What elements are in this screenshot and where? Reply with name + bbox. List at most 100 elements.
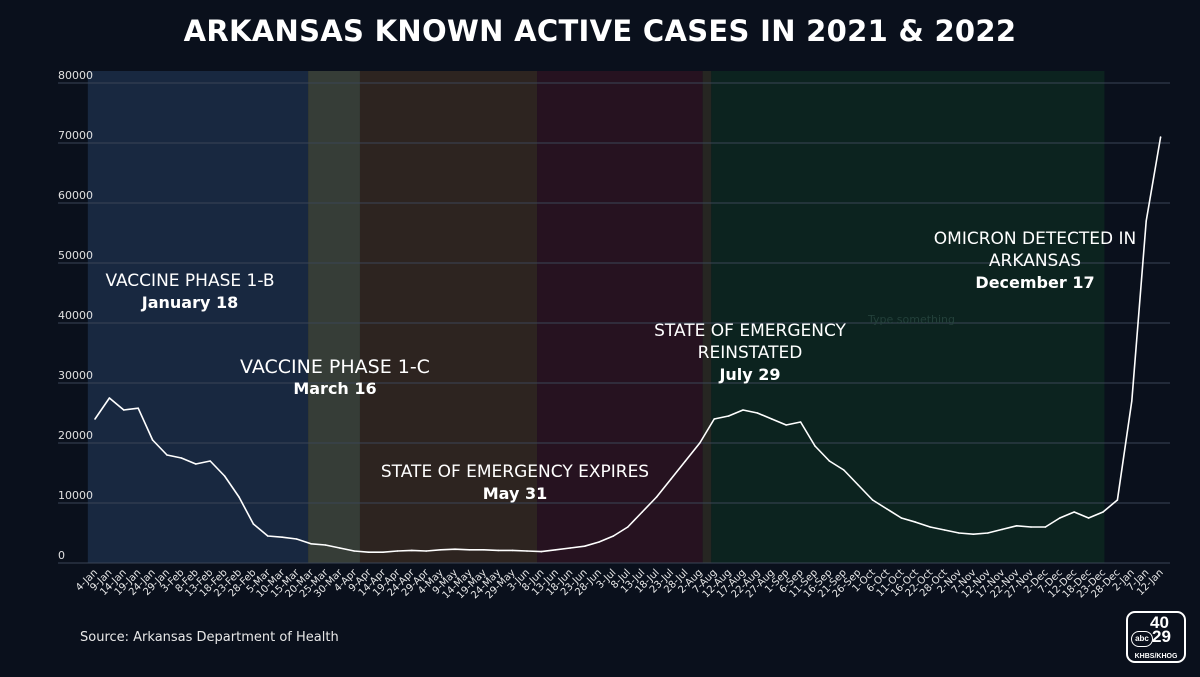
data-point <box>540 550 543 553</box>
data-point <box>1102 511 1104 513</box>
data-point <box>612 535 615 537</box>
y-tick-label: 20000 <box>58 429 93 442</box>
data-point <box>929 526 931 528</box>
annotation-omicron: OMICRON DETECTED IN ARKANSAS December 17 <box>925 228 1145 294</box>
data-point <box>526 550 528 552</box>
text-placeholder[interactable]: Type something <box>868 313 956 326</box>
data-point <box>1044 526 1047 528</box>
data-point <box>886 508 888 510</box>
annotation-text: VACCINE PHASE 1-B <box>105 271 275 291</box>
data-point <box>339 547 341 549</box>
y-tick-label: 50000 <box>58 249 93 262</box>
data-point <box>857 484 859 486</box>
data-point <box>555 549 557 551</box>
data-point <box>1001 528 1003 531</box>
data-point <box>742 409 744 411</box>
logo-number-bottom: 29 <box>1152 627 1171 646</box>
data-point <box>1059 517 1061 519</box>
data-point <box>972 533 975 535</box>
data-point <box>454 548 456 550</box>
annotation-emergency-expires: STATE OF EMERGENCY EXPIRES May 31 <box>365 461 665 505</box>
data-point <box>180 457 183 459</box>
data-point <box>814 445 816 447</box>
data-point <box>843 469 845 471</box>
station-logo: 40 29 abc KHBS/KHOG <box>1126 611 1186 663</box>
data-point <box>310 543 312 545</box>
data-point <box>915 521 917 523</box>
data-point <box>871 499 874 501</box>
period-band <box>359 71 538 563</box>
data-point <box>238 496 240 498</box>
data-point <box>382 551 384 553</box>
logo-abc: abc <box>1131 631 1153 647</box>
y-tick-label: 70000 <box>58 129 93 142</box>
y-tick-label: 10000 <box>58 489 93 502</box>
logo-number-top: 40 <box>1150 613 1169 632</box>
data-point <box>411 549 413 552</box>
annotation-text: OMICRON DETECTED IN ARKANSAS <box>933 229 1137 271</box>
annotation-date: May 31 <box>482 484 548 503</box>
data-point <box>627 526 629 528</box>
annotation-date: July 29 <box>719 365 781 384</box>
data-point <box>598 541 600 543</box>
data-point <box>727 415 730 417</box>
source-note: Source: Arkansas Department of Health <box>80 630 339 645</box>
data-point <box>483 549 485 551</box>
period-band <box>702 71 712 563</box>
data-point <box>799 421 802 423</box>
data-point <box>353 550 356 552</box>
data-point <box>151 439 154 441</box>
annotation-vaccine-1b: VACCINE PHASE 1-B January 18 <box>70 270 310 314</box>
data-point <box>295 538 298 540</box>
period-band <box>87 71 309 563</box>
data-point <box>655 496 658 498</box>
y-tick-label: 60000 <box>58 189 93 202</box>
data-point <box>123 409 125 411</box>
data-point <box>670 478 672 480</box>
annotation-emergency-reinstated: STATE OF EMERGENCY REINSTATED July 29 <box>640 320 860 386</box>
annotation-text: VACCINE PHASE 1-C <box>240 356 430 378</box>
data-point <box>1030 526 1032 528</box>
data-point <box>324 544 327 546</box>
data-point <box>756 412 759 414</box>
data-point <box>209 460 211 462</box>
annotation-date: December 17 <box>975 273 1095 292</box>
data-point <box>958 532 960 534</box>
y-tick-label: 0 <box>58 549 65 562</box>
data-point <box>497 549 500 552</box>
data-point <box>569 547 571 549</box>
data-point <box>1116 499 1119 501</box>
y-tick-label: 80000 <box>58 69 93 82</box>
data-point <box>108 397 111 399</box>
data-point <box>267 535 269 537</box>
data-point <box>439 549 442 551</box>
data-point <box>771 418 773 420</box>
data-point <box>900 517 903 519</box>
data-point <box>713 418 715 420</box>
data-point <box>684 460 687 462</box>
period-band <box>537 71 703 563</box>
data-point <box>1145 220 1147 222</box>
data-point <box>195 463 197 465</box>
data-point <box>1073 511 1075 513</box>
data-point <box>641 511 643 513</box>
data-point <box>367 551 370 553</box>
data-point <box>511 549 514 552</box>
data-point <box>1015 525 1018 527</box>
chart-title: ARKANSAS KNOWN ACTIVE CASES IN 2021 & 20… <box>183 14 1017 48</box>
data-point <box>425 550 428 552</box>
data-point <box>987 532 989 534</box>
data-point <box>166 454 168 456</box>
data-point <box>583 545 586 547</box>
logo-callsign: KHBS/KHOG <box>1134 653 1178 660</box>
data-point <box>699 442 701 444</box>
period-band <box>308 71 360 563</box>
data-point <box>468 549 471 551</box>
annotation-date: March 16 <box>293 379 377 398</box>
period-band <box>711 71 1105 563</box>
data-point <box>396 550 399 552</box>
data-point <box>1087 517 1090 519</box>
data-point <box>1159 136 1162 138</box>
y-tick-label: 30000 <box>58 369 93 382</box>
data-point <box>223 475 226 477</box>
